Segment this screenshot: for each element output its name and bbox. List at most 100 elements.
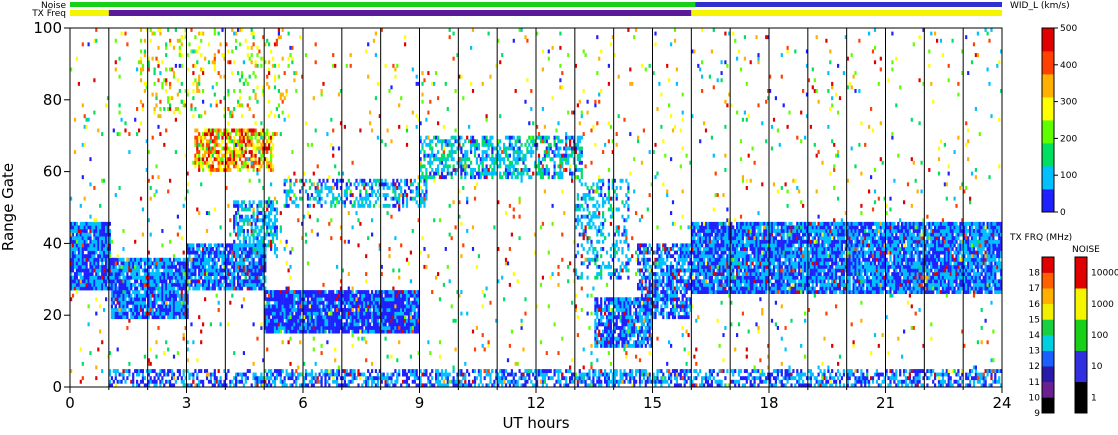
cell-4505 — [706, 229, 710, 233]
cell-4430 — [699, 236, 702, 241]
cell-2128 — [349, 326, 352, 330]
cell-3336 — [580, 168, 583, 172]
cell-4937 — [753, 264, 756, 269]
cell-3374 — [580, 196, 583, 201]
cell-2580 — [308, 186, 311, 190]
cell-412 — [114, 297, 117, 302]
cell-2349 — [386, 304, 389, 309]
cell-4699 — [728, 261, 731, 266]
cell-2167 — [355, 308, 358, 312]
cell-353 — [106, 232, 110, 237]
cell-2152 — [353, 326, 356, 330]
cell-3466 — [600, 272, 603, 276]
cell-317 — [103, 229, 106, 233]
cell-4818 — [739, 232, 743, 237]
cell-2337 — [384, 308, 387, 312]
cell-4398 — [697, 282, 700, 287]
cell-1929 — [314, 326, 317, 330]
cell-359 — [108, 279, 111, 284]
cell-1809 — [293, 315, 296, 320]
cell-3602 — [594, 336, 597, 341]
cell-4059 — [654, 315, 657, 320]
cell-360 — [108, 275, 111, 280]
cell-2176 — [357, 318, 360, 323]
cell-4649 — [722, 243, 725, 248]
cell-2492 — [409, 300, 412, 305]
cell-1177 — [219, 279, 222, 284]
cell-3546 — [615, 193, 618, 197]
cell-2034 — [332, 315, 335, 320]
cell-3738 — [617, 326, 620, 330]
cell-4283 — [683, 304, 686, 309]
cell-1164 — [215, 243, 218, 248]
cell-4056 — [652, 272, 655, 276]
cell-3335 — [580, 171, 583, 176]
cell-1329 — [246, 264, 249, 269]
cell-3028 — [485, 139, 488, 144]
cell-2955 — [466, 164, 469, 169]
cell-1965 — [320, 326, 323, 330]
cell-1663 — [268, 304, 271, 309]
cell-3719 — [613, 311, 616, 316]
cell-2436 — [400, 293, 403, 298]
cell-2285 — [376, 329, 379, 334]
cell-1116 — [207, 257, 211, 262]
cell-4088 — [656, 257, 659, 262]
cell-2502 — [411, 300, 414, 305]
cell-3269 — [561, 175, 564, 180]
cell-1452 — [235, 221, 238, 226]
cell-227 — [93, 229, 96, 233]
cell-4783 — [736, 225, 739, 230]
cell-1988 — [324, 318, 327, 323]
cell-1544 — [256, 203, 259, 208]
cell-2330 — [382, 290, 385, 294]
cell-2191 — [359, 300, 362, 305]
cell-900 — [176, 282, 179, 287]
cell-3197 — [539, 175, 543, 180]
cell-295 — [101, 243, 104, 248]
cell-4895 — [749, 286, 752, 291]
cell-3614 — [596, 340, 599, 345]
cell-4651 — [722, 236, 725, 241]
cell-3976 — [642, 311, 645, 316]
cell-1340 — [248, 264, 251, 269]
cell-386 — [110, 275, 113, 280]
cell-2516 — [413, 290, 416, 294]
cell-2158 — [353, 300, 356, 305]
cell-439 — [118, 311, 121, 316]
cell-664 — [147, 304, 150, 309]
cell-4878 — [747, 290, 750, 294]
cell-4524 — [708, 232, 711, 237]
cell-4856 — [743, 225, 746, 230]
cell-799 — [165, 311, 168, 316]
cell-3723 — [615, 343, 618, 348]
cell-544 — [132, 311, 135, 316]
cell-712 — [153, 293, 156, 298]
cell-2868 — [440, 160, 444, 165]
cell-2508 — [413, 318, 416, 323]
cell-2653 — [353, 182, 356, 187]
cell-3556 — [619, 275, 622, 280]
cell-2550 — [287, 203, 290, 208]
cell-3084 — [504, 168, 508, 172]
cell-3921 — [648, 322, 651, 327]
cell-2393 — [394, 318, 397, 323]
cell-1100 — [205, 282, 209, 287]
cell-4121 — [662, 300, 665, 305]
cell-245 — [95, 229, 98, 233]
cell-1681 — [271, 315, 275, 320]
cell-2644 — [347, 186, 350, 190]
cell-1594 — [268, 211, 271, 215]
cell-849 — [171, 308, 174, 312]
cell-2187 — [359, 315, 362, 320]
cell-2907 — [450, 142, 453, 147]
cell-1458 — [237, 247, 240, 251]
cell-2627 — [336, 178, 339, 183]
cell-2714 — [384, 193, 387, 197]
cell-2063 — [337, 329, 341, 334]
cell-3235 — [551, 157, 554, 162]
cell-4934 — [753, 275, 756, 280]
cell-2059 — [336, 304, 339, 309]
cell-3822 — [631, 333, 634, 337]
cell-4206 — [671, 247, 675, 251]
